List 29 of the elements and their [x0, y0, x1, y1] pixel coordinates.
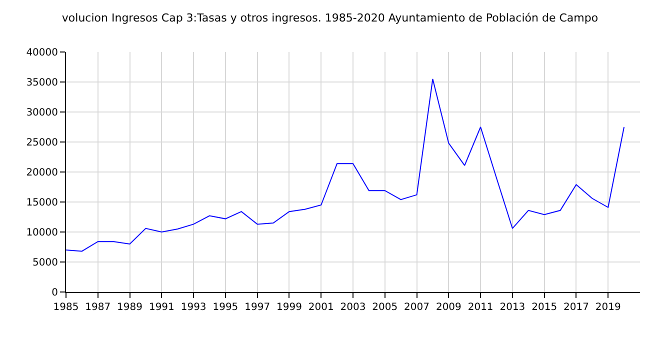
- x-tick-label: 2019: [595, 302, 621, 313]
- x-tick-label: 1991: [148, 302, 174, 313]
- y-tick-label: 35000: [26, 78, 58, 88]
- x-tick-label: 1997: [244, 302, 270, 313]
- y-tick-label: 25000: [26, 138, 58, 148]
- line-series: [66, 78, 625, 252]
- y-tick-label: 10000: [26, 228, 58, 238]
- y-tick-label: 15000: [26, 198, 58, 208]
- x-tick-label: 2017: [563, 302, 589, 313]
- x-tick-label: 2005: [372, 302, 398, 313]
- x-tick-label: 2007: [404, 302, 430, 313]
- y-tick-label: 40000: [26, 48, 58, 58]
- x-tick-label: 1995: [212, 302, 238, 313]
- y-tick-label: 20000: [26, 168, 58, 178]
- y-tick-label: 5000: [32, 258, 58, 268]
- x-tick-label: 1993: [180, 302, 206, 313]
- x-tick-label: 2011: [468, 302, 494, 313]
- x-tick-label: 1987: [85, 302, 111, 313]
- x-tick-label: 2013: [500, 302, 526, 313]
- x-tick-label: 2003: [340, 302, 366, 313]
- x-tick-label: 1989: [117, 302, 143, 313]
- x-tick-label: 2015: [532, 302, 558, 313]
- x-tick-label: 1999: [276, 302, 302, 313]
- chart-title: volucion Ingresos Cap 3:Tasas y otros ingresos. 1985-2020 Ayuntamiento de Población de Campo: [62, 12, 598, 25]
- x-tick-label: 1985: [53, 302, 79, 313]
- y-tick-label: 30000: [26, 108, 58, 118]
- x-tick-label: 2009: [436, 302, 462, 313]
- y-tick-label: 0: [52, 288, 58, 298]
- x-tick-label: 2001: [308, 302, 334, 313]
